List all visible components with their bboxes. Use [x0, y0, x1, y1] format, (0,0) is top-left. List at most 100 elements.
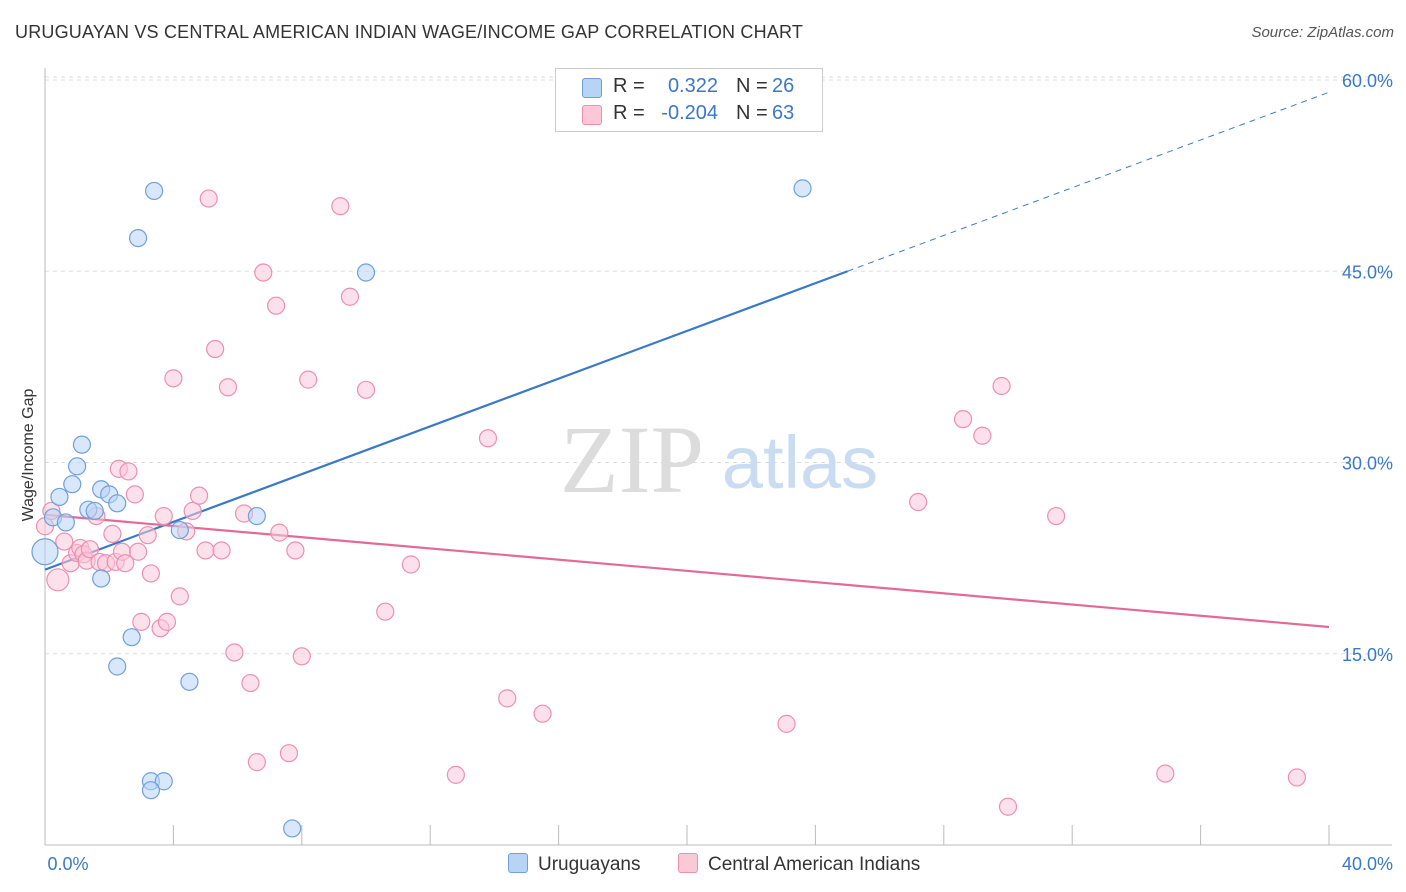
point-uruguayans	[145, 181, 164, 201]
point-uruguayans	[92, 569, 111, 588]
point-uruguayans	[141, 781, 161, 800]
point-uruguayans	[128, 229, 148, 248]
point-central-american-indians	[116, 554, 135, 573]
point-central-american-indians	[138, 526, 157, 545]
point-uruguayans	[247, 506, 266, 526]
legend-r-label: R =	[613, 102, 645, 124]
trend-line-uruguayans	[44, 270, 848, 571]
point-central-american-indians	[973, 426, 992, 445]
point-uruguayans	[108, 657, 127, 676]
point-central-american-indians	[340, 287, 360, 306]
series-legend: Uruguayans Central American Indians	[0, 851, 1406, 879]
point-central-american-indians	[241, 673, 260, 693]
legend-label-uruguayans: Uruguayans	[538, 854, 641, 875]
y-tick-label: 45.0%	[1342, 262, 1393, 282]
point-uruguayans	[180, 672, 199, 691]
point-uruguayans	[50, 487, 69, 507]
legend-row-central-american-indians: R = -0.204 N = 63	[556, 101, 822, 127]
point-central-american-indians	[225, 643, 244, 662]
trend-line-uruguayans-extension	[847, 91, 1330, 272]
y-tick-label: 15.0%	[1342, 645, 1393, 665]
data-points	[31, 179, 1307, 838]
y-tick-label: 60.0%	[1342, 71, 1393, 91]
point-central-american-indians	[401, 555, 421, 574]
point-central-american-indians	[356, 380, 376, 399]
legend-item-central-american-indians[interactable]: Central American Indians	[678, 853, 920, 876]
source-label: Source: ZipAtlas.com	[1251, 24, 1394, 41]
tick-labels: 15.0% 30.0% 45.0% 60.0% 0.0% 40.0%	[47, 71, 1393, 874]
trend-line-central-american-indians	[44, 513, 1330, 629]
point-central-american-indians	[992, 376, 1011, 396]
point-central-american-indians	[189, 486, 209, 505]
point-central-american-indians	[247, 753, 266, 772]
point-central-american-indians	[279, 744, 299, 763]
point-uruguayans	[356, 263, 376, 282]
point-central-american-indians	[125, 485, 144, 504]
point-uruguayans	[63, 475, 82, 494]
point-central-american-indians	[498, 689, 517, 708]
legend-swatch-blue	[582, 78, 602, 98]
grid-lines	[45, 76, 1392, 655]
legend-r-value: -0.204	[661, 102, 718, 124]
point-central-american-indians	[998, 797, 1018, 816]
point-central-american-indians	[170, 587, 189, 606]
point-central-american-indians	[218, 378, 238, 397]
point-central-american-indians	[254, 263, 273, 282]
point-uruguayans	[56, 513, 75, 532]
point-central-american-indians	[154, 506, 173, 526]
point-central-american-indians	[953, 410, 973, 429]
axes	[44, 68, 1392, 846]
point-central-american-indians	[132, 612, 151, 631]
point-central-american-indians	[533, 704, 552, 723]
trend-lines	[44, 91, 1330, 629]
legend-n-value: 26	[772, 75, 795, 97]
x-tick-label: 0.0%	[47, 854, 88, 874]
point-central-american-indians	[119, 462, 138, 481]
legend-swatch-pink	[582, 105, 602, 125]
point-central-american-indians	[199, 189, 218, 208]
point-central-american-indians	[157, 612, 177, 631]
point-central-american-indians	[267, 296, 286, 315]
point-uruguayans	[793, 179, 812, 198]
point-central-american-indians	[909, 492, 928, 512]
point-central-american-indians	[183, 501, 202, 521]
point-central-american-indians	[299, 370, 318, 389]
legend-n-value: 63	[772, 102, 795, 124]
legend-label-central-american-indians: Central American Indians	[708, 854, 921, 875]
legend-r-label: R =	[613, 75, 645, 97]
point-uruguayans	[170, 520, 189, 540]
point-central-american-indians	[128, 542, 148, 561]
point-central-american-indians	[376, 602, 395, 621]
point-central-american-indians	[286, 541, 305, 560]
point-central-american-indians	[331, 197, 350, 216]
point-central-american-indians	[164, 369, 183, 388]
point-central-american-indians	[1047, 506, 1066, 526]
y-tick-label: 30.0%	[1342, 454, 1393, 474]
legend-r-value: 0.322	[667, 75, 718, 97]
point-central-american-indians	[141, 564, 161, 583]
point-central-american-indians	[478, 429, 498, 448]
correlation-legend: R = 0.322 N = 26 R = -0.204 N = 63	[555, 68, 823, 132]
legend-n-label: N =	[736, 75, 768, 97]
point-uruguayans	[154, 772, 173, 791]
point-central-american-indians	[103, 524, 122, 544]
point-central-american-indians	[1287, 768, 1307, 787]
point-central-american-indians	[777, 714, 796, 733]
point-uruguayans	[31, 538, 59, 566]
legend-n-label: N =	[736, 102, 768, 124]
legend-row-uruguayans: R = 0.322 N = 26	[556, 74, 822, 100]
legend-item-uruguayans[interactable]: Uruguayans	[508, 853, 640, 876]
watermark-atlas: atlas	[722, 421, 878, 504]
point-central-american-indians	[80, 540, 100, 559]
y-axis-label: Wage/Income Gap	[20, 389, 37, 522]
chart-title: URUGUAYAN VS CENTRAL AMERICAN INDIAN WAG…	[15, 22, 804, 42]
point-uruguayans	[108, 494, 127, 513]
point-central-american-indians	[46, 568, 70, 592]
point-central-american-indians	[292, 647, 311, 666]
point-uruguayans	[122, 628, 141, 647]
x-tick-label: 40.0%	[1342, 854, 1393, 874]
point-central-american-indians	[196, 541, 215, 560]
point-central-american-indians	[206, 339, 225, 359]
point-uruguayans	[85, 501, 104, 521]
